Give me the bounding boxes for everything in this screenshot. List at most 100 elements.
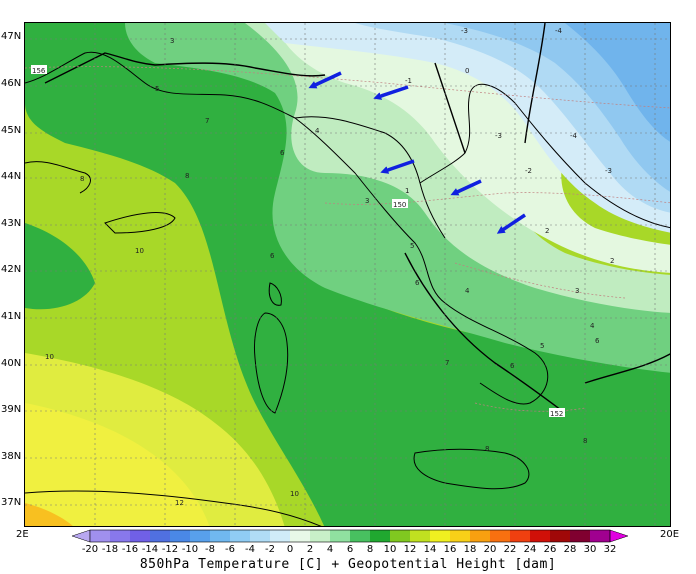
colorbar-tick-label: -14 — [141, 544, 159, 555]
isotherm-label-6b: 6 — [280, 149, 285, 157]
lat-label-37n: 37N — [1, 497, 22, 508]
lat-label-44n: 44N — [1, 171, 22, 182]
colorbar-tick-label: 14 — [423, 544, 437, 555]
colorbar-swatch — [390, 530, 411, 542]
isotherm-label-0: 0 — [465, 67, 469, 75]
isotherm-label-10: 10 — [135, 247, 144, 255]
height-label-150: 150 — [393, 201, 406, 209]
lat-label-39n: 39N — [1, 404, 22, 415]
temperature-map: 156 150 152 10 10 12 10 5 7 8 8 6 6 4 3 … — [25, 23, 670, 526]
lat-label-38n: 38N — [1, 451, 22, 462]
wind-arrow — [380, 159, 415, 174]
colorbar-swatch — [290, 530, 311, 542]
lat-label-40n: 40N — [1, 358, 22, 369]
lat-label-42n: 42N — [1, 264, 22, 275]
colorbar-swatch — [310, 530, 331, 542]
colorbar-swatch — [190, 530, 211, 542]
isotherm-label-m3c: -3 — [605, 167, 612, 175]
colorbar-tick-label: -18 — [101, 544, 119, 555]
isotherm-label-6c: 6 — [415, 279, 420, 287]
isotherm-label-10c: 10 — [290, 490, 299, 498]
colorbar-swatch — [250, 530, 271, 542]
colorbar-swatch — [270, 530, 291, 542]
colorbar-tick-label: 32 — [603, 544, 617, 555]
isotherm-label-8: 8 — [185, 172, 189, 180]
map-frame: 156 150 152 10 10 12 10 5 7 8 8 6 6 4 3 … — [24, 22, 671, 527]
colorbar-tick-label: 30 — [583, 544, 597, 555]
colorbar-tick-label: 22 — [503, 544, 517, 555]
wind-arrows — [308, 71, 526, 234]
colorbar-tick-label: -2 — [265, 544, 275, 555]
isotherm-label-12: 12 — [175, 499, 184, 507]
isotherm-label-m1: -1 — [405, 77, 412, 85]
colorbar-swatch — [370, 530, 391, 542]
temp-zone-8-west — [25, 223, 95, 310]
height-contours — [25, 66, 670, 412]
colorbar-tick-label: 24 — [523, 544, 537, 555]
colorbar-tick-label: 10 — [383, 544, 397, 555]
temperature-colorbar — [71, 529, 629, 543]
graticule — [25, 23, 670, 526]
lon-label-20e: 20E — [660, 529, 680, 540]
temp-zone-16 — [25, 503, 73, 526]
lat-label-47n: 47N — [1, 31, 22, 42]
isotherm-label-3b: 3 — [575, 287, 579, 295]
colorbar-swatch — [470, 530, 491, 542]
isotherm-label-m3b: -3 — [461, 27, 468, 35]
wind-arrow — [496, 213, 526, 234]
colorbar-swatch — [550, 530, 571, 542]
isotherm-label-5: 5 — [155, 85, 159, 93]
isotherm-label-3c: 3 — [170, 37, 174, 45]
colorbar-tick-label: 26 — [543, 544, 557, 555]
colorbar-min-arrow — [71, 529, 91, 543]
height-label-152: 152 — [550, 410, 563, 418]
colorbar-tick-label: 4 — [326, 544, 334, 555]
colorbar-swatch — [410, 530, 431, 542]
colorbar-tick-label: 6 — [346, 544, 354, 555]
wind-arrow — [450, 179, 482, 196]
coastlines — [25, 51, 670, 526]
colorbar-swatch — [590, 530, 611, 542]
colorbar-swatch — [170, 530, 191, 542]
colorbar-swatch — [450, 530, 471, 542]
colorbar-tick-label: -20 — [81, 544, 99, 555]
colorbar-swatch — [90, 530, 111, 542]
colorbar-tick-label: 8 — [366, 544, 374, 555]
isotherm-label-1: 1 — [405, 187, 409, 195]
isotherm-label-4c: 4 — [590, 322, 595, 330]
colorbar-swatch — [510, 530, 531, 542]
colorbar-tick-label: 0 — [286, 544, 294, 555]
colorbar-tick-label: -10 — [181, 544, 199, 555]
isotherm-label-5b: 5 — [410, 242, 414, 250]
lat-label-43n: 43N — [1, 218, 22, 229]
colorbar-swatch — [570, 530, 591, 542]
map-title: 850hPa Temperature [C] + Geopotential He… — [139, 557, 557, 572]
isotherm-label-7b: 7 — [445, 359, 449, 367]
colorbar-swatch — [350, 530, 371, 542]
colorbar-swatch — [210, 530, 231, 542]
colorbar-swatch — [430, 530, 451, 542]
colorbar-tick-label: -12 — [161, 544, 179, 555]
isotherm-label-m3: -3 — [495, 132, 502, 140]
isotherm-label-m2: -2 — [525, 167, 532, 175]
isotherm-label-8c: 8 — [485, 445, 489, 453]
colorbar-tick-label: -4 — [245, 544, 255, 555]
colorbar-tick-label: -16 — [121, 544, 139, 555]
colorbar-tick-label: -8 — [205, 544, 215, 555]
colorbar-swatch — [230, 530, 251, 542]
colorbar-swatch — [110, 530, 131, 542]
isotherm-label-group: 156 150 152 10 10 12 10 5 7 8 8 6 6 4 3 … — [31, 27, 614, 507]
wind-arrow — [308, 71, 342, 89]
colorbar-tick-label: 28 — [563, 544, 577, 555]
isotherm-label-4b: 4 — [465, 287, 470, 295]
isotherm-label-5c: 5 — [540, 342, 544, 350]
isotherm-label-8b: 8 — [80, 175, 84, 183]
colorbar-max-arrow — [609, 529, 629, 543]
colorbar-swatch — [130, 530, 151, 542]
colorbar-swatch — [490, 530, 511, 542]
bold-borders — [44, 23, 670, 414]
isotherm-label-2b: 2 — [545, 227, 549, 235]
isotherm-label-m4b: -4 — [555, 27, 563, 35]
height-label-156: 156 — [32, 67, 46, 75]
colorbar-border — [89, 529, 611, 543]
